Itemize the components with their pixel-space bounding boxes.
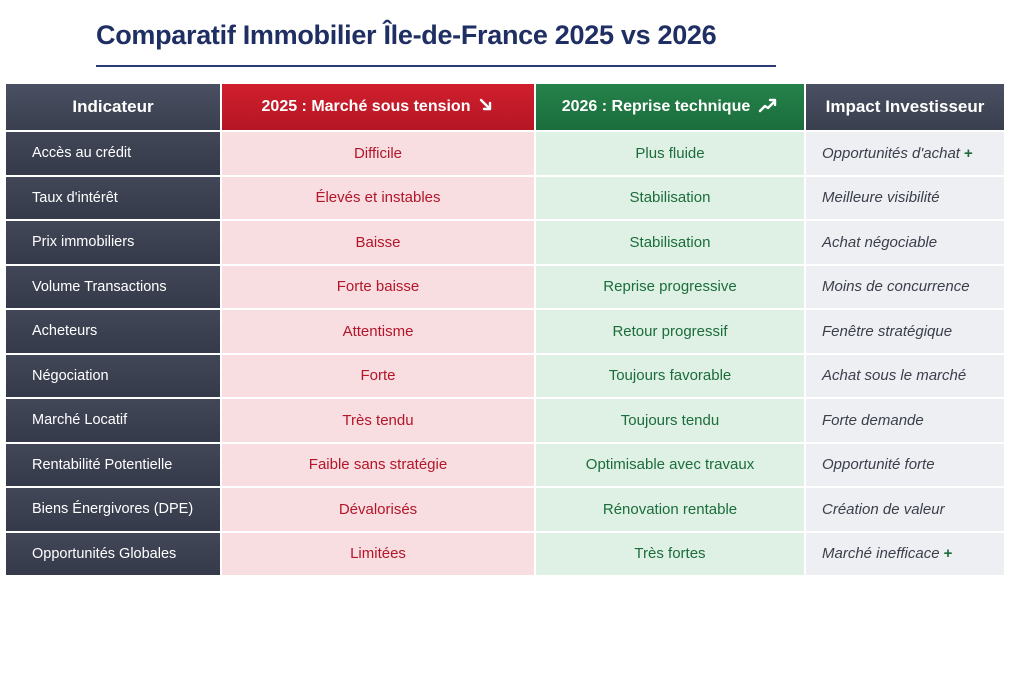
table-cell-indicateur: Rentabilité Potentielle (6, 443, 220, 486)
title-underline (96, 65, 776, 67)
cell-text-y2026: Toujours tendu (620, 411, 720, 429)
table-cell-impact: Opportunité forte (806, 443, 1004, 486)
cell-text-y2026: Stabilisation (629, 189, 711, 207)
cell-text-y2026: Optimisable avec travaux (585, 456, 755, 474)
header-2025: 2025 : Marché sous tension (222, 84, 534, 130)
table-cell-y2026: Plus fluide (536, 132, 804, 175)
header-2026-label: 2026 : Reprise technique (561, 98, 751, 115)
table-cell-y2025: Dévalorisés (222, 488, 534, 531)
table-cell-y2025: Élevés et instables (222, 176, 534, 219)
cell-text-impact: Création de valeur (822, 500, 945, 518)
cell-text-y2025: Élevés et instables (315, 189, 441, 207)
plus-icon: + (943, 545, 953, 563)
cell-text-y2025: Limitées (350, 545, 406, 563)
cell-text-y2025: Baisse (355, 233, 401, 251)
header-indicateur-label: Indicateur (72, 97, 154, 116)
table-cell-indicateur: Biens Énergivores (DPE) (6, 488, 220, 531)
table-cell-impact: Création de valeur (806, 488, 1004, 531)
table-cell-indicateur: Taux d'intérêt (6, 176, 220, 219)
table-cell-y2025: Très tendu (222, 399, 534, 442)
table-cell-y2026: Stabilisation (536, 221, 804, 264)
cell-text-indicateur: Taux d'intérêt (32, 189, 118, 206)
cell-text-y2025: Forte baisse (336, 278, 420, 296)
table-cell-impact: Achat négociable (806, 221, 1004, 264)
cell-text-impact: Achat sous le marché (822, 367, 967, 385)
table-cell-y2026: Rénovation rentable (536, 488, 804, 531)
table-cell-y2026: Retour progressif (536, 310, 804, 353)
table-cell-indicateur: Prix immobiliers (6, 221, 220, 264)
comparison-table: Indicateur 2025 : Marché sous tension 20… (6, 84, 1004, 575)
cell-text-y2025: Faible sans stratégie (308, 456, 448, 474)
cell-text-indicateur: Acheteurs (32, 323, 98, 340)
cell-text-y2025: Attentisme (342, 322, 414, 340)
trend-down-icon (478, 97, 494, 117)
table-cell-y2025: Limitées (222, 532, 534, 575)
table-cell-impact: Forte demande (806, 399, 1004, 442)
table-cell-y2026: Toujours favorable (536, 354, 804, 397)
cell-text-indicateur: Volume Transactions (32, 278, 167, 295)
cell-text-impact: Forte demande (822, 411, 924, 429)
table-cell-indicateur: Opportunités Globales (6, 532, 220, 575)
table-cell-y2026: Reprise progressive (536, 265, 804, 308)
cell-text-impact: Meilleure visibilité (822, 189, 940, 207)
cell-text-y2026: Toujours favorable (608, 367, 732, 385)
cell-text-indicateur: Accès au crédit (32, 145, 132, 162)
cell-text-indicateur: Rentabilité Potentielle (32, 456, 173, 473)
cell-text-y2026: Reprise progressive (603, 278, 737, 296)
cell-text-y2025: Difficile (353, 144, 403, 162)
cell-text-impact: Opportunité forte (822, 456, 935, 474)
table-cell-impact: Achat sous le marché (806, 354, 1004, 397)
cell-text-impact: Moins de concurrence (822, 278, 970, 296)
page-title: Comparatif Immobilier Île-de-France 2025… (96, 20, 717, 50)
cell-text-y2025: Dévalorisés (338, 500, 418, 518)
table-cell-y2026: Toujours tendu (536, 399, 804, 442)
cell-text-indicateur: Biens Énergivores (DPE) (32, 501, 194, 518)
cell-text-y2026: Plus fluide (635, 144, 705, 162)
table-cell-y2025: Forte baisse (222, 265, 534, 308)
header-2025-label: 2025 : Marché sous tension (261, 98, 471, 115)
table-cell-indicateur: Volume Transactions (6, 265, 220, 308)
table-cell-y2025: Difficile (222, 132, 534, 175)
table-cell-indicateur: Accès au crédit (6, 132, 220, 175)
cell-text-y2025: Forte (360, 367, 396, 385)
header-2026: 2026 : Reprise technique (536, 84, 804, 130)
cell-text-impact: Marché inefficace (822, 545, 940, 563)
trend-up-icon (758, 97, 778, 117)
table-cell-impact: Opportunités d'achat + (806, 132, 1004, 175)
table-cell-indicateur: Acheteurs (6, 310, 220, 353)
cell-text-y2026: Retour progressif (612, 322, 728, 340)
plus-icon: + (963, 144, 973, 162)
table-cell-y2025: Baisse (222, 221, 534, 264)
table-cell-indicateur: Marché Locatif (6, 399, 220, 442)
cell-text-indicateur: Marché Locatif (32, 412, 128, 429)
table-cell-y2026: Très fortes (536, 532, 804, 575)
cell-text-impact: Fenêtre stratégique (822, 322, 953, 340)
header-indicateur: Indicateur (6, 84, 220, 130)
table-cell-indicateur: Négociation (6, 354, 220, 397)
cell-text-y2025: Très tendu (342, 411, 414, 429)
cell-text-impact: Achat négociable (822, 233, 938, 251)
table-cell-y2026: Stabilisation (536, 176, 804, 219)
table-cell-impact: Moins de concurrence (806, 265, 1004, 308)
cell-text-y2026: Très fortes (634, 545, 706, 563)
table-cell-y2025: Forte (222, 354, 534, 397)
table-cell-y2026: Optimisable avec travaux (536, 443, 804, 486)
cell-text-y2026: Rénovation rentable (602, 500, 738, 518)
cell-text-indicateur: Prix immobiliers (32, 234, 135, 251)
table-cell-impact: Meilleure visibilité (806, 176, 1004, 219)
table-cell-y2025: Attentisme (222, 310, 534, 353)
cell-text-indicateur: Négociation (32, 367, 109, 384)
cell-text-impact: Opportunités d'achat (822, 144, 960, 162)
cell-text-indicateur: Opportunités Globales (32, 545, 177, 562)
table-cell-impact: Marché inefficace + (806, 532, 1004, 575)
cell-text-y2026: Stabilisation (629, 233, 711, 251)
header-impact: Impact Investisseur (806, 84, 1004, 130)
table-cell-y2025: Faible sans stratégie (222, 443, 534, 486)
header-impact-label: Impact Investisseur (825, 97, 985, 116)
table-cell-impact: Fenêtre stratégique (806, 310, 1004, 353)
